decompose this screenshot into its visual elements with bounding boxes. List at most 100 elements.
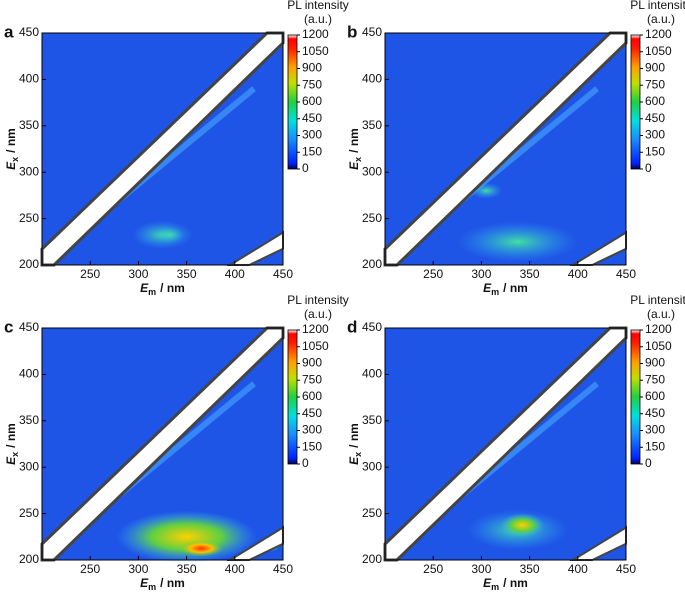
emission-region [116,510,257,563]
y-tick-label: 200 [362,257,382,271]
y-tick-label: 200 [19,552,39,566]
y-tick-label: 200 [362,552,382,566]
axis-symbol: E [140,576,149,590]
colorbar-tick-label: 300 [645,128,665,142]
colorbar-tick-label: 900 [302,356,322,370]
y-tick-label: 350 [19,118,39,132]
y-tick-label: 450 [19,25,39,39]
axis-label: Ex / nm [4,423,20,465]
x-tick-label: 300 [128,562,148,576]
x-tick-label: 400 [568,267,588,281]
axis-symbol: E [347,456,361,465]
axis-unit: / nm [160,576,185,590]
axis-unit: / nm [4,128,18,153]
emission-region [457,221,578,262]
axis-subscript: m [491,287,499,297]
y-tick-label: 350 [362,413,382,427]
x-tick-label: 400 [225,562,245,576]
y-tick-label: 250 [19,211,39,225]
emission-region [155,226,184,243]
x-tick-label: 450 [273,267,293,281]
y-tick-label: 400 [362,367,382,381]
colorbar-tick-label: 150 [302,439,322,453]
colorbar-tick-label: 450 [645,406,665,420]
x-tick-label: 350 [177,562,197,576]
plot-frame [41,32,284,266]
colorbar-tick-label: 750 [302,77,322,91]
x-tick-label: 250 [423,562,443,576]
colorbar-tick-label: 150 [302,144,322,158]
colorbar-tick-label: 1050 [302,44,329,58]
plot-frame [384,327,627,561]
colorbar-tick-label: 750 [645,77,665,91]
y-tick-label: 300 [19,459,39,473]
emission-region [500,513,545,538]
x-tick-label: 250 [80,562,100,576]
y-tick-label: 400 [19,72,39,86]
y-tick-label: 300 [362,459,382,473]
colorbar-tick-label: 300 [302,128,322,142]
y-tick-label: 200 [19,257,39,271]
x-tick-label: 450 [616,267,636,281]
colorbar [287,329,298,465]
axis-label: Em / nm [140,576,185,592]
axis-symbol: E [347,161,361,170]
axis-unit: / nm [160,281,185,295]
y-tick-label: 400 [362,72,382,86]
y-tick-label: 450 [19,320,39,334]
panel-label: c [4,317,13,336]
colorbar-title: PL intensity [287,0,349,12]
x-tick-label: 300 [471,267,491,281]
axis-subscript: x [353,157,363,162]
y-tick-label: 450 [362,320,382,334]
y-tick-label: 300 [19,164,39,178]
y-tick-label: 450 [362,25,382,39]
axis-symbol: E [4,456,18,465]
colorbar-tick-label: 0 [302,161,309,175]
colorbar-tick-label: 1050 [645,339,672,353]
axis-symbol: E [4,161,18,170]
axis-label: Ex / nm [347,423,363,465]
colorbar-unit: (a.u.) [647,12,675,26]
colorbar-tick-label: 600 [302,94,322,108]
x-tick-label: 300 [471,562,491,576]
colorbar-title: PL intensity [630,293,685,307]
axis-subscript: m [148,287,156,297]
colorbar [630,34,641,170]
colorbar-tick-label: 450 [302,406,322,420]
colorbar-tick-label: 150 [645,144,665,158]
panel-label: a [4,22,14,41]
y-tick-label: 400 [19,367,39,381]
axis-label: Em / nm [483,576,528,592]
axis-label: Em / nm [483,281,528,297]
y-tick-label: 250 [19,506,39,520]
panel-label: d [347,317,357,336]
axis-label: Ex / nm [347,128,363,170]
axis-label: Em / nm [140,281,185,297]
x-tick-label: 250 [423,267,443,281]
colorbar-tick-label: 1200 [302,322,329,336]
axis-unit: / nm [4,423,18,448]
colorbar-tick-label: 1200 [645,27,672,41]
colorbar-tick-label: 1050 [302,339,329,353]
x-tick-label: 450 [273,562,293,576]
axis-subscript: x [10,157,20,162]
colorbar-tick-label: 300 [302,423,322,437]
axis-subscript: x [10,452,20,457]
emission-region [179,540,224,557]
colorbar-tick-label: 0 [645,456,652,470]
colorbar-unit: (a.u.) [304,307,332,321]
axis-unit: / nm [503,576,528,590]
colorbar-tick-label: 600 [645,94,665,108]
y-tick-label: 250 [362,506,382,520]
colorbar-tick-label: 450 [302,111,322,125]
colorbar-unit: (a.u.) [304,12,332,26]
colorbar-tick-label: 0 [302,456,309,470]
axis-unit: / nm [347,128,361,153]
x-tick-label: 400 [568,562,588,576]
